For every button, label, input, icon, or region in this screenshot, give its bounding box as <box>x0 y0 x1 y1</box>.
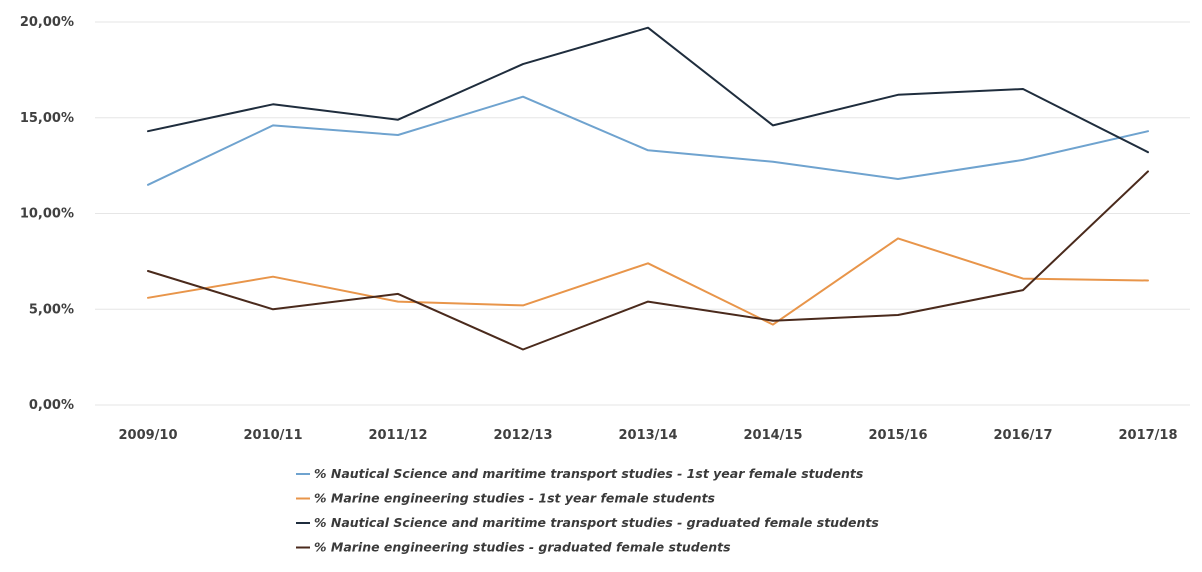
legend-item: % Marine engineering studies - graduated… <box>296 540 731 555</box>
y-tick-label: 10,00% <box>20 207 74 222</box>
x-tick-label: 2011/12 <box>368 428 427 443</box>
legend-label: % Marine engineering studies - 1st year … <box>314 491 715 506</box>
x-tick-label: 2014/15 <box>743 428 802 443</box>
series-4 <box>147 170 1149 351</box>
legend-item: % Marine engineering studies - 1st year … <box>296 491 715 506</box>
legend-item: % Nautical Science and maritime transpor… <box>296 466 863 481</box>
y-tick-label: 20,00% <box>20 15 74 30</box>
series-2 <box>147 237 1149 326</box>
series-1 <box>147 95 1149 186</box>
series-line <box>147 95 1149 186</box>
x-tick-label: 2013/14 <box>618 428 677 443</box>
legend: % Nautical Science and maritime transpor… <box>296 466 879 555</box>
series-layer <box>147 26 1149 351</box>
x-tick-label: 2015/16 <box>868 428 927 443</box>
x-tick-label: 2016/17 <box>993 428 1052 443</box>
y-tick-label: 0,00% <box>29 398 74 413</box>
series-line <box>147 237 1149 326</box>
x-tick-label: 2012/13 <box>493 428 552 443</box>
series-3 <box>147 26 1149 154</box>
x-tick-label: 2009/10 <box>118 428 177 443</box>
y-axis-ticks: 0,00% 5,00% 10,00% 15,00% 20,00% <box>20 15 74 413</box>
y-tick-label: 5,00% <box>29 302 74 317</box>
x-tick-label: 2017/18 <box>1118 428 1177 443</box>
series-line <box>147 170 1149 351</box>
grid-layer <box>95 21 1190 406</box>
legend-label: % Nautical Science and maritime transpor… <box>314 466 863 481</box>
series-line <box>147 26 1149 154</box>
x-tick-label: 2010/11 <box>243 428 302 443</box>
x-axis-ticks: 2009/10 2010/11 2011/12 2012/13 2013/14 2014/… <box>118 428 1177 443</box>
legend-label: % Nautical Science and maritime transpor… <box>314 515 879 530</box>
y-tick-label: 15,00% <box>20 111 74 126</box>
legend-item: % Nautical Science and maritime transpor… <box>296 515 879 530</box>
legend-label: % Marine engineering studies - graduated… <box>314 540 731 555</box>
